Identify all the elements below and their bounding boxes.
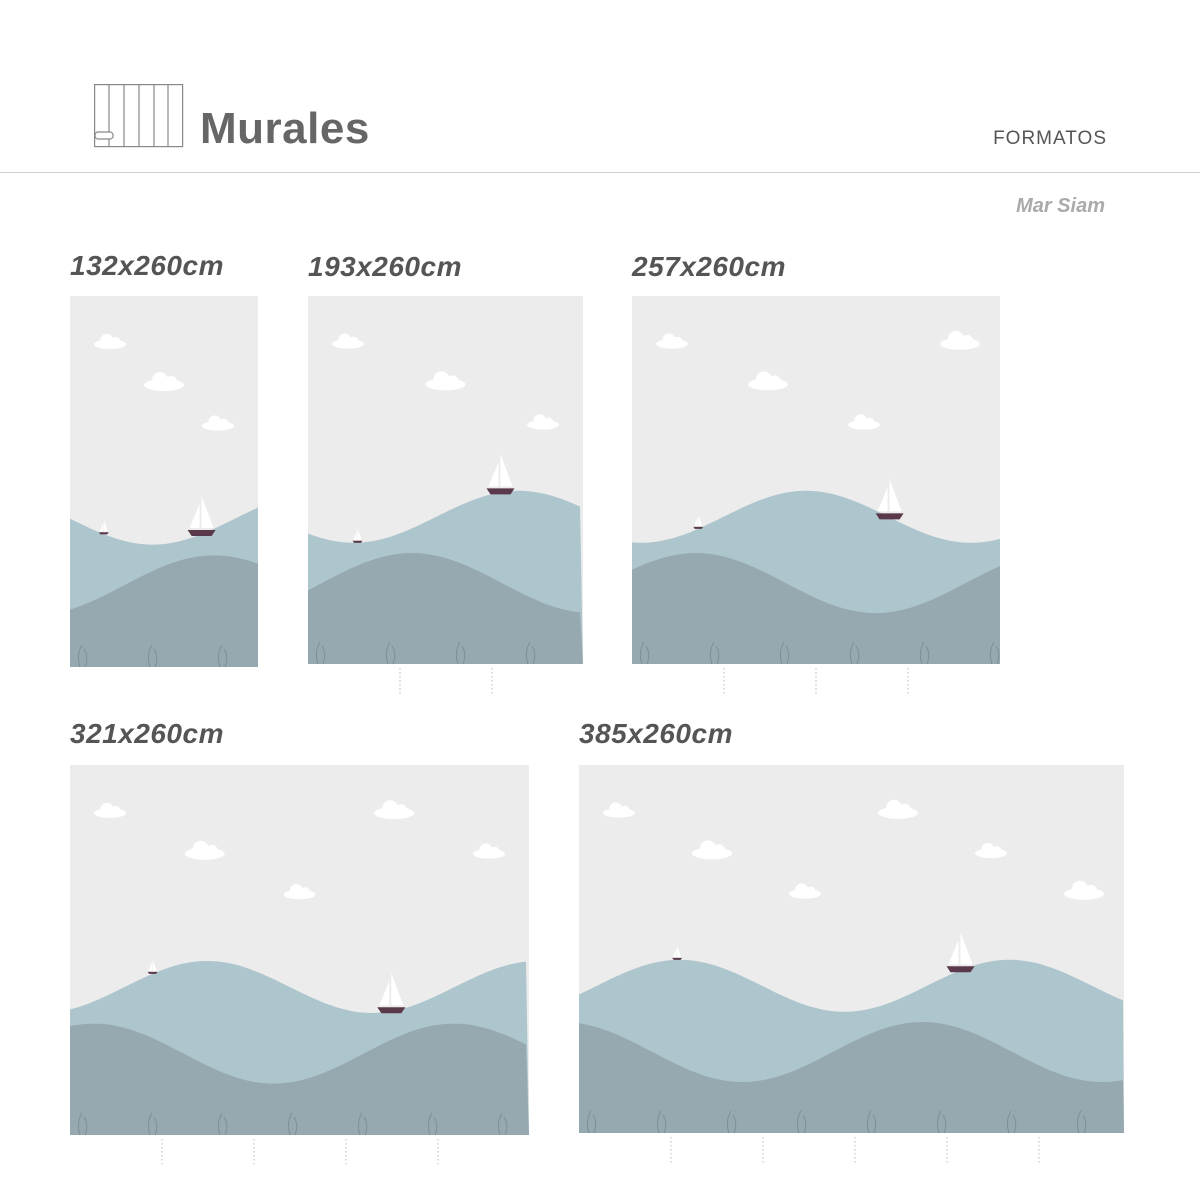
mural-preview — [308, 296, 583, 694]
seaweed — [497, 1112, 508, 1136]
cloud — [473, 843, 505, 859]
section-label: FORMATOS — [993, 128, 1107, 149]
mural-illustration — [632, 330, 1000, 694]
seaweed — [989, 641, 1000, 665]
seaweed — [586, 1110, 597, 1134]
cloud — [425, 371, 466, 391]
format-label: 257x260cm — [632, 251, 786, 282]
seaweed — [1076, 1110, 1087, 1134]
seaweed — [726, 1110, 737, 1134]
header-divider — [0, 172, 1200, 173]
mural-illustration — [70, 800, 529, 1165]
format-label: 321x260cm — [70, 718, 224, 749]
seaweed — [147, 1112, 158, 1136]
cloud — [332, 333, 364, 349]
seaweed — [287, 1112, 298, 1136]
seaweed — [77, 644, 88, 668]
seaweed — [315, 641, 326, 665]
design-name: Mar Siam — [1016, 195, 1105, 217]
seaweed — [357, 1112, 368, 1136]
wallpaper-roll-icon — [94, 84, 184, 148]
seaweed — [217, 1112, 228, 1136]
dark-wave — [70, 1023, 529, 1135]
mural-illustration — [308, 333, 583, 694]
sailboat — [98, 520, 109, 535]
mural-preview — [632, 296, 1000, 694]
sailboat — [147, 959, 158, 974]
seaweed — [639, 641, 650, 665]
seaweed — [866, 1110, 877, 1134]
cloud — [527, 414, 559, 430]
cloud — [184, 840, 225, 860]
sailboat — [486, 454, 515, 495]
sailboat — [352, 528, 363, 543]
dark-wave — [579, 1022, 1124, 1133]
seaweed — [427, 1112, 438, 1136]
seaweed — [936, 1110, 947, 1134]
dark-wave — [308, 553, 583, 664]
mural-illustration — [70, 333, 258, 668]
cloud — [878, 799, 918, 819]
seaweed — [77, 1112, 88, 1136]
sailboat — [946, 932, 975, 973]
cloud — [94, 802, 126, 818]
format-label: 132x260cm — [70, 250, 224, 281]
mural-preview — [70, 765, 529, 1165]
seaweed — [217, 644, 228, 668]
sailboat — [875, 479, 904, 520]
sailboat — [187, 496, 216, 537]
seaweed — [849, 641, 860, 665]
seaweed — [656, 1110, 667, 1134]
mural-preview — [579, 765, 1124, 1163]
mural-illustration — [579, 799, 1124, 1163]
seaweed — [385, 641, 396, 665]
cloud — [848, 414, 880, 430]
dark-wave — [632, 553, 1000, 664]
sailboat — [693, 514, 704, 529]
cloud — [374, 800, 415, 820]
cloud — [603, 802, 635, 818]
cloud — [940, 330, 980, 350]
sailboat — [377, 973, 406, 1014]
cloud — [748, 371, 788, 391]
cloud — [94, 333, 126, 350]
mural-preview — [70, 296, 258, 668]
seaweed — [455, 641, 466, 665]
seaweed — [796, 1110, 807, 1134]
cloud — [656, 333, 688, 349]
seaweed — [779, 641, 790, 665]
cloud — [202, 415, 234, 431]
seaweed — [709, 641, 720, 665]
seaweed — [1006, 1110, 1017, 1134]
dark-wave — [70, 555, 258, 667]
cloud — [283, 884, 316, 900]
page-title: Murales — [200, 104, 370, 153]
seaweed — [919, 641, 930, 665]
cloud — [789, 883, 821, 899]
seaweed — [147, 644, 158, 668]
cloud — [692, 840, 732, 860]
sailboat — [672, 945, 682, 960]
cloud — [975, 842, 1007, 859]
cloud — [144, 372, 184, 392]
cloud — [1064, 880, 1104, 900]
format-label: 385x260cm — [579, 718, 733, 749]
format-label: 193x260cm — [308, 251, 462, 282]
seaweed — [525, 641, 536, 665]
